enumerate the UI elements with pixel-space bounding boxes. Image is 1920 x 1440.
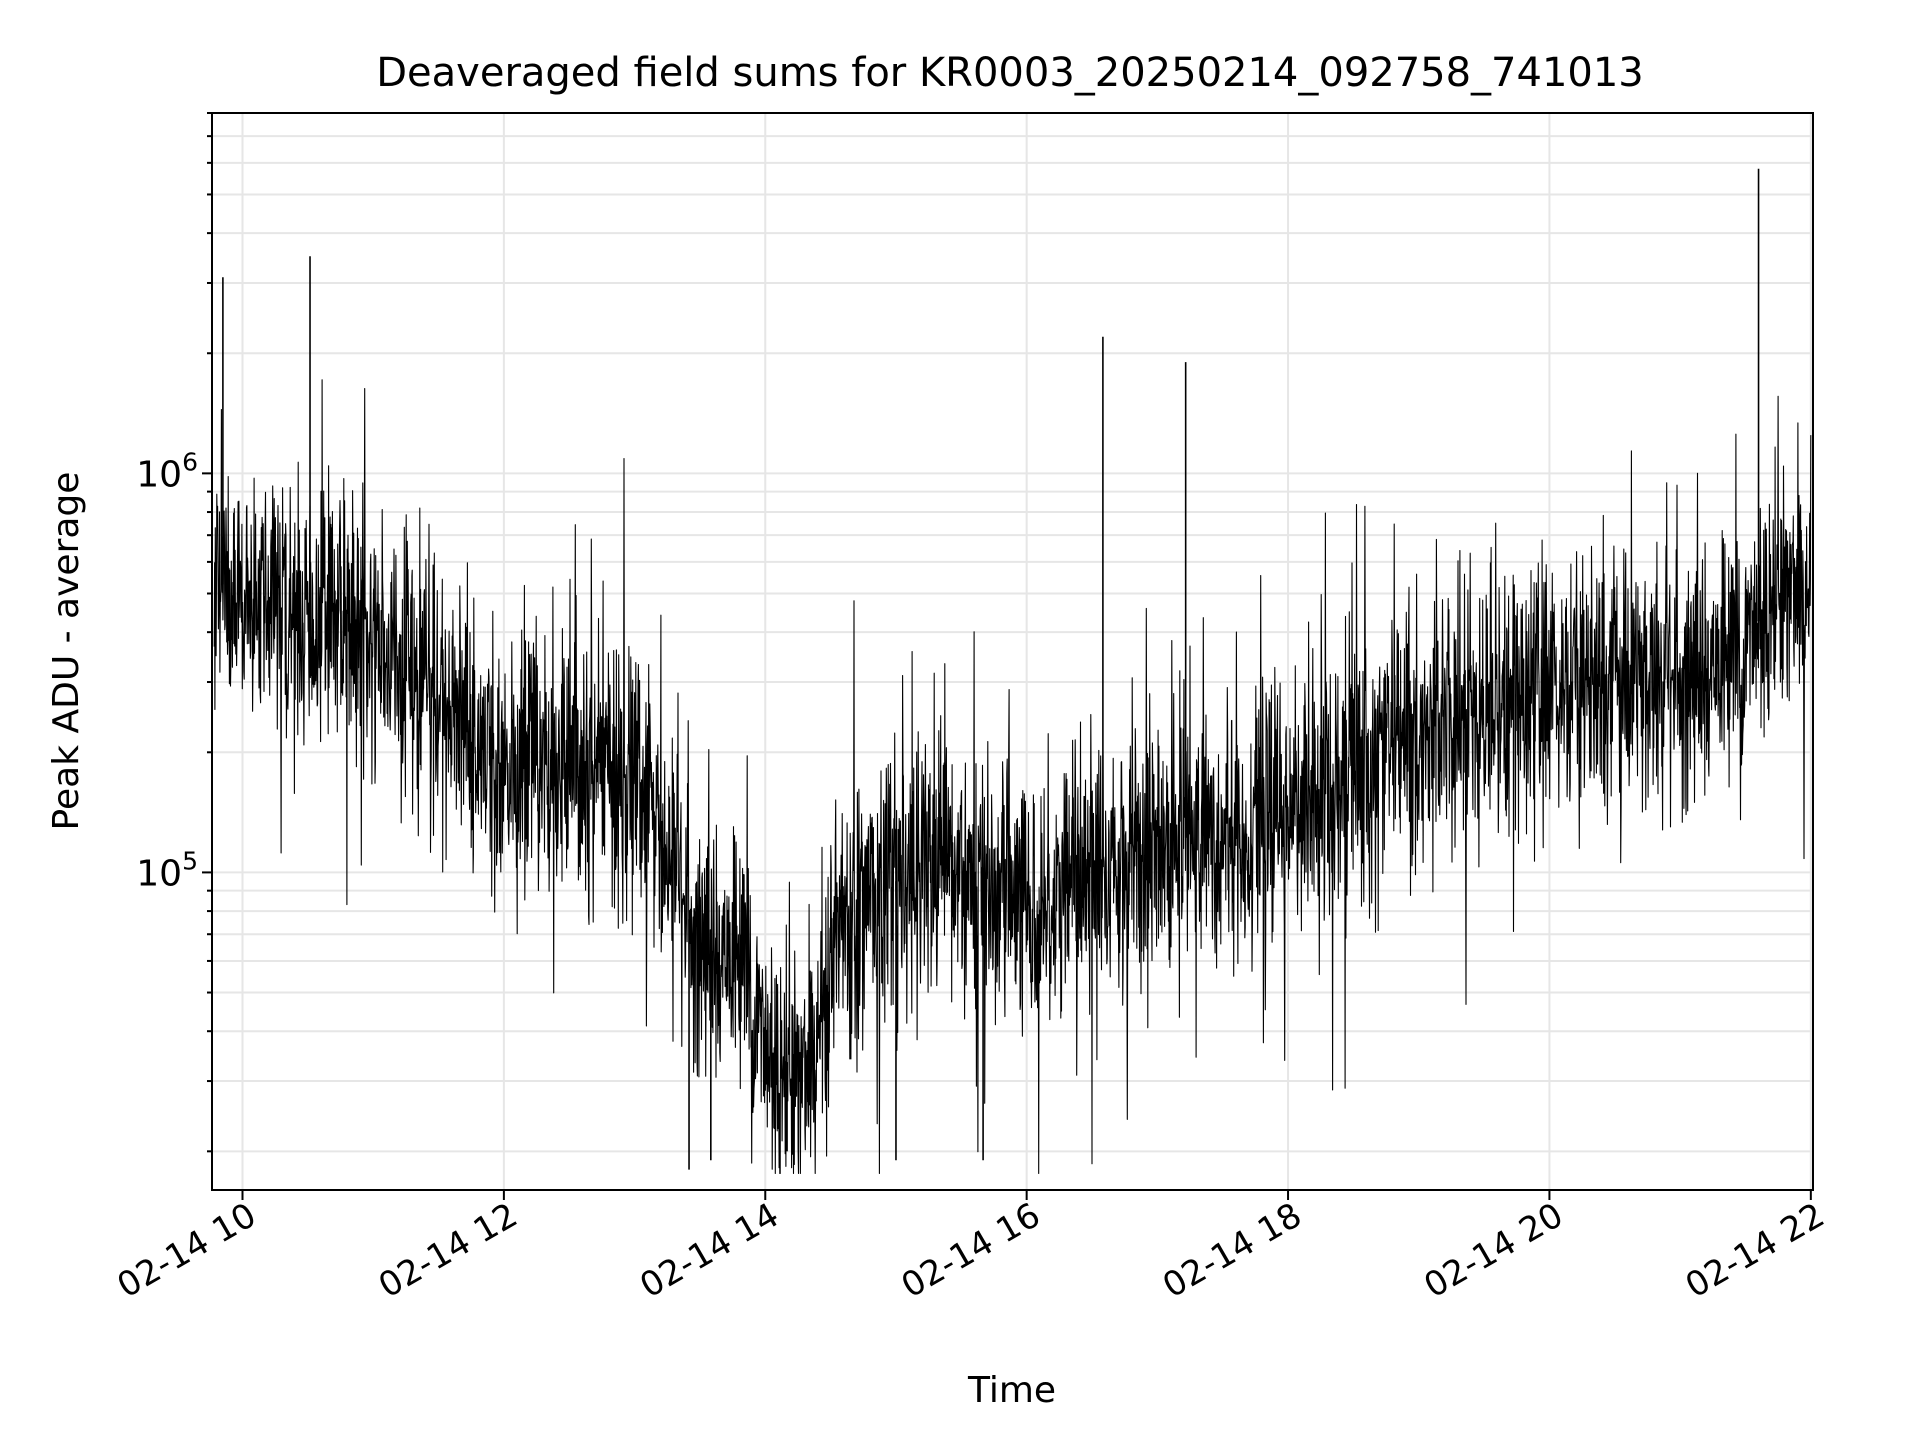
y-tick-label: 105 — [136, 846, 198, 894]
y-tick-label-exponent: 6 — [182, 447, 198, 476]
series-line — [213, 379, 1812, 1175]
y-axis-label: Peak ADU - average — [46, 472, 87, 831]
x-axis-label: Time — [967, 1370, 1056, 1411]
chart-title: Deaveraged field sums for KR0003_2025021… — [376, 50, 1644, 96]
y-tick-label-exponent: 5 — [182, 846, 198, 875]
plot-area-frame — [211, 112, 1814, 1191]
y-tick-label-base: 10 — [136, 454, 182, 495]
series-layer — [213, 168, 1812, 1175]
y-tick-label: 106 — [136, 447, 198, 495]
y-tick-label-base: 10 — [136, 853, 182, 894]
